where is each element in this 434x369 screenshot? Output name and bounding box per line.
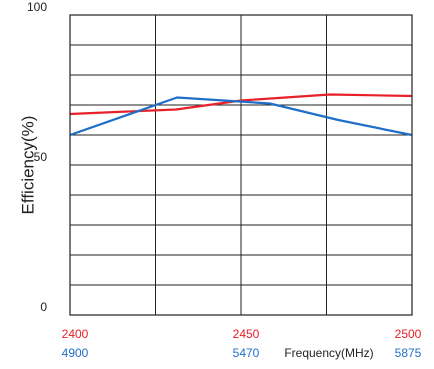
y-axis-label: Efficiency(%) [18,116,37,215]
x-tick-label-row2: 4900 [62,346,89,360]
x-tick-label-row1: 2450 [233,327,260,341]
x-tick-label-row1: 2400 [62,327,89,341]
x-axis-label: Frequency(MHz) [284,346,373,360]
y-tick-label: 0 [40,300,47,314]
x-tick-label-row2: 5470 [233,346,260,360]
x-tick-label-row1: 2500 [395,327,422,341]
grid [70,15,412,315]
x-tick-label-row2: 5875 [395,346,422,360]
y-tick-label: 100 [27,0,47,14]
